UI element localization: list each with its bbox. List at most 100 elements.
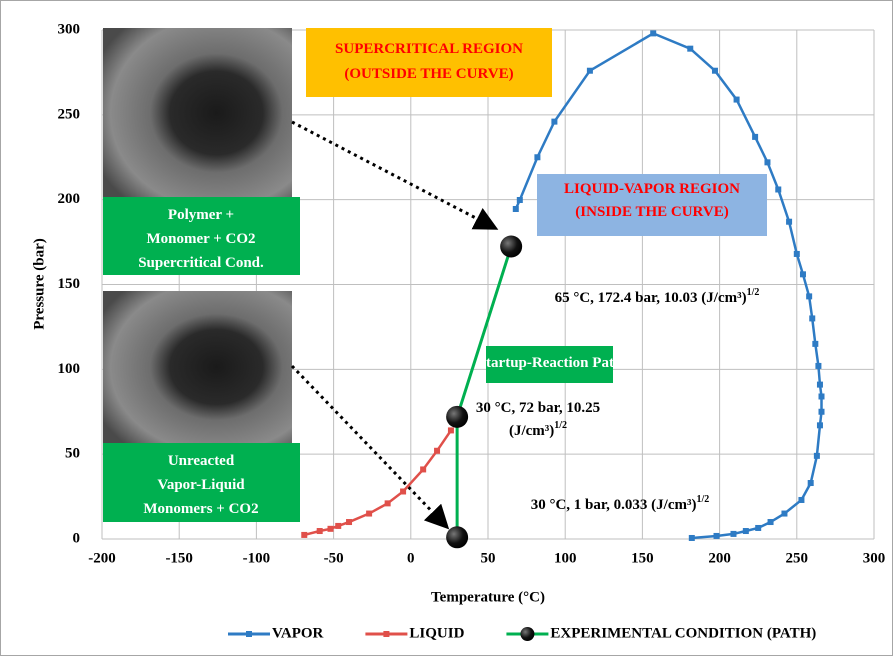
point	[327, 525, 334, 532]
y-tick-label: 250	[58, 106, 81, 122]
photo-vapor-liquid	[103, 291, 292, 443]
point	[447, 427, 454, 434]
y-tick-label: 100	[58, 361, 81, 377]
y-tick-label: 50	[65, 446, 80, 462]
point	[316, 528, 323, 535]
point	[781, 510, 788, 517]
annotation: (OUTSIDE THE CURVE)	[344, 66, 513, 82]
annotation: Vapor-Liquid	[157, 477, 245, 493]
annotation-text: Supercritical Cond.	[138, 255, 264, 271]
x-tick-label: 0	[407, 550, 415, 566]
legend-label: LIQUID	[409, 625, 464, 641]
annotation-text: 65 °C, 172.4 bar, 10.03 (J/cm³)	[555, 290, 747, 306]
annotation-text: (OUTSIDE THE CURVE)	[344, 66, 513, 82]
point	[816, 381, 823, 388]
annotation: LIQUID-VAPOR REGION	[564, 181, 740, 197]
point	[400, 488, 407, 495]
point	[446, 526, 469, 549]
annotation-text: Polymer +	[168, 207, 234, 223]
point	[755, 524, 762, 531]
annotation-sup: 1/2	[747, 287, 760, 298]
point	[809, 315, 816, 322]
legend-marker	[383, 631, 390, 637]
point	[335, 522, 342, 529]
annotation: Unreacted	[168, 453, 235, 469]
point	[818, 393, 825, 400]
annotation: Startup-Reaction Path	[478, 355, 623, 371]
annotation-text: 30 °C, 1 bar, 0.033 (J/cm³)	[531, 497, 697, 513]
legend-marker	[246, 631, 252, 637]
point	[742, 528, 749, 535]
point	[818, 408, 825, 415]
annotation-box	[306, 28, 552, 97]
point	[687, 45, 694, 52]
x-tick-label: 200	[708, 550, 731, 566]
point	[512, 205, 519, 212]
annotation: 30 °C, 72 bar, 10.25	[476, 400, 600, 416]
annotation-text: LIQUID-VAPOR REGION	[564, 181, 740, 197]
point	[586, 67, 593, 74]
x-tick-label: 150	[631, 550, 654, 566]
annotation: 30 °C, 1 bar, 0.033 (J/cm³)1/2	[531, 494, 710, 513]
point	[815, 362, 822, 369]
annotation-sup: 1/2	[554, 420, 567, 431]
y-tick-label: 200	[58, 191, 81, 207]
annotation-text: 30 °C, 72 bar, 10.25	[476, 400, 600, 416]
annotation-text: Monomer + CO2	[146, 231, 255, 247]
x-tick-label: -50	[324, 550, 344, 566]
point	[764, 159, 771, 166]
annotation-text: Monomers + CO2	[143, 501, 258, 517]
point	[534, 154, 541, 161]
annotation: Supercritical Cond.	[138, 255, 264, 271]
annotation-text: SUPERCRITICAL REGION	[335, 41, 523, 57]
point	[500, 235, 523, 258]
annotation: (J/cm³)1/2	[509, 420, 567, 439]
point	[793, 250, 800, 257]
x-tick-label: 50	[481, 550, 496, 566]
y-tick-label: 0	[73, 530, 81, 546]
point	[516, 197, 523, 204]
annotation-box	[486, 346, 613, 383]
point	[733, 96, 740, 103]
y-tick-label: 300	[58, 21, 81, 37]
annotation-text: Unreacted	[168, 453, 235, 469]
y-tick-label: 150	[58, 276, 81, 292]
point	[816, 422, 823, 429]
x-tick-label: 100	[554, 550, 577, 566]
y-axis-label: Pressure (bar)	[31, 238, 47, 330]
point	[812, 340, 819, 347]
point	[807, 480, 814, 487]
legend-marker	[520, 627, 535, 641]
point	[711, 67, 718, 74]
annotation-text: (J/cm³)	[509, 423, 554, 439]
x-tick-label: 300	[863, 550, 886, 566]
legend-label: EXPERIMENTAL CONDITION (PATH)	[550, 625, 816, 641]
point	[798, 496, 805, 503]
point	[775, 186, 782, 193]
point	[752, 133, 759, 140]
x-tick-label: -150	[165, 550, 193, 566]
annotation-box	[103, 443, 300, 522]
annotation: Polymer +	[168, 207, 234, 223]
photo-supercritical	[103, 28, 292, 198]
annotation-text: Startup-Reaction Path	[478, 355, 623, 371]
x-tick-label: -200	[88, 550, 116, 566]
point	[799, 271, 806, 278]
point	[713, 532, 720, 539]
annotation: Monomer + CO2	[146, 231, 255, 247]
point	[366, 510, 373, 517]
point	[813, 452, 820, 459]
point	[688, 534, 695, 541]
point	[384, 500, 391, 507]
annotation-sup: 1/2	[696, 494, 709, 505]
point	[301, 531, 308, 538]
annotation: Monomers + CO2	[143, 501, 258, 517]
annotation-box	[537, 174, 767, 236]
x-tick-label: 250	[786, 550, 809, 566]
point	[730, 530, 737, 537]
annotation: (INSIDE THE CURVE)	[575, 204, 728, 220]
x-tick-label: -100	[243, 550, 271, 566]
arrow	[291, 120, 499, 230]
point	[446, 405, 469, 428]
